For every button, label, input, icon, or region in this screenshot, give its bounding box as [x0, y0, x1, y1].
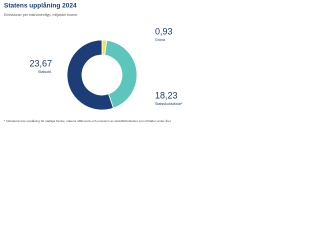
- donut-slice: [66, 39, 114, 111]
- chart-subtitle: Emissioner per instrumenttyp, miljarder …: [4, 13, 78, 17]
- category-label: Statsskuldväxlar*: [155, 102, 183, 106]
- category-label: Statsobl.: [38, 70, 52, 74]
- chart: Statens upplåning 2024 Emissioner per in…: [4, 2, 183, 123]
- category-label: Gröna: [155, 38, 165, 42]
- value-label: 23,67: [29, 58, 52, 68]
- footnote: * Inkluderar inte upplåning för statliga…: [4, 119, 171, 123]
- value-label: 18,23: [155, 90, 178, 100]
- chart-title: Statens upplåning 2024: [4, 2, 77, 10]
- value-label: 0,93: [155, 26, 173, 36]
